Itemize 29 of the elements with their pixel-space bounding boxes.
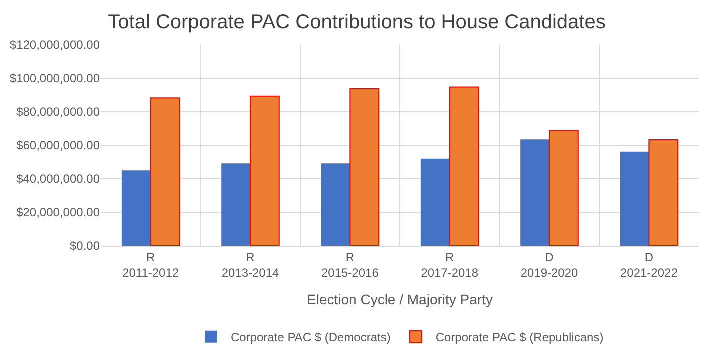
bar	[620, 152, 650, 246]
bar	[222, 164, 250, 246]
x-axis-title: Election Cycle / Majority Party	[307, 291, 493, 308]
x-tick-label: R 2013-2014	[222, 250, 280, 280]
bar	[321, 164, 350, 246]
bar	[549, 130, 579, 246]
y-tick-label: $0.00	[70, 239, 100, 254]
y-tick-label: $40,000,000.00	[16, 172, 100, 186]
bar	[420, 158, 450, 246]
y-tick-label: $100,000,000.00	[10, 72, 100, 86]
x-tick-label: D 2021-2022	[620, 250, 678, 280]
y-tick-label: $60,000,000.00	[16, 138, 100, 153]
legend-label: Corporate PAC $ (Republicans)	[436, 330, 604, 345]
y-tick-label: $80,000,000.00	[16, 105, 100, 120]
x-tick-label: R 2017-2018	[421, 250, 479, 280]
y-tick-label: $120,000,000.00	[10, 38, 100, 52]
bar	[350, 88, 380, 246]
bar	[250, 96, 280, 246]
bar	[122, 170, 151, 246]
y-tick-label: $20,000,000.00	[16, 206, 100, 220]
chart-title: Total Corporate PAC Contributions to House Candidates	[108, 11, 606, 34]
bar	[520, 140, 550, 246]
x-tick-label: R 2015-2016	[321, 250, 380, 280]
x-tick-label: R 2011-2012	[122, 250, 180, 280]
x-tick-label: D 2019-2020	[520, 250, 579, 280]
legend-label: Corporate PAC $ (Democrats)	[231, 330, 391, 345]
bar	[449, 86, 480, 246]
bar	[648, 139, 679, 246]
bar	[150, 98, 180, 246]
